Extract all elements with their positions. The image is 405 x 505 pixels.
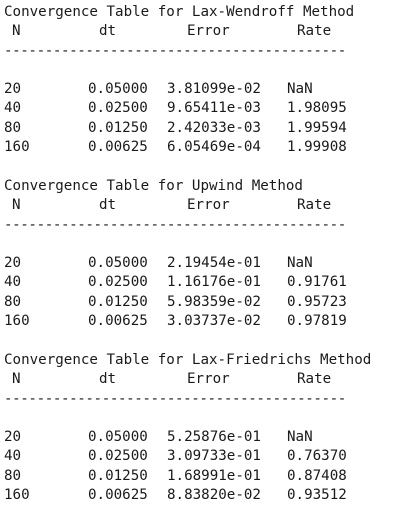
table-row: 40 0.02500 9.65411e-03 1.98095: [4, 99, 402, 118]
cell-rate: 0.87408: [287, 467, 347, 484]
cell-error: 1.16176e-01: [167, 274, 261, 291]
table-row: 80 0.01250 1.68991e-01 0.87408: [4, 467, 402, 486]
table-divider: ----------------------------------------…: [4, 42, 346, 59]
cell-n: 40: [4, 448, 22, 465]
cell-n: 160: [4, 313, 30, 330]
header-dt: dt: [99, 197, 117, 214]
cell-error: 5.25876e-01: [167, 429, 261, 446]
cell-dt: 0.02500: [88, 448, 148, 465]
cell-dt: 0.01250: [88, 467, 148, 484]
convergence-table-lax-friedrichs: Convergence Table for Lax-Friedrichs Met…: [4, 351, 402, 505]
cell-rate: 0.91761: [287, 274, 347, 291]
table-header: N dt Error Rate: [4, 196, 402, 215]
cell-rate: 0.76370: [287, 448, 347, 465]
cell-n: 160: [4, 487, 30, 504]
cell-dt: 0.00625: [88, 313, 148, 330]
table-row: 80 0.01250 2.42033e-03 1.99594: [4, 119, 402, 138]
table-title: Convergence Table for Lax-Friedrichs Met…: [4, 351, 372, 368]
cell-dt: 0.01250: [88, 119, 148, 136]
header-rate: Rate: [297, 197, 332, 214]
header-rate: Rate: [297, 23, 332, 40]
blank-line: [4, 331, 402, 351]
header-dt: dt: [99, 23, 117, 40]
cell-dt: 0.01250: [88, 293, 148, 310]
blank-line: [4, 235, 402, 254]
table-row: 20 0.05000 3.81099e-02 NaN: [4, 80, 402, 99]
cell-rate: NaN: [287, 429, 313, 446]
header-n: N: [12, 23, 21, 40]
cell-dt: 0.05000: [88, 255, 148, 272]
console-output: Convergence Table for Lax-Wendroff Metho…: [4, 3, 402, 505]
header-n: N: [12, 371, 21, 388]
convergence-table-upwind: Convergence Table for Upwind Method N dt…: [4, 177, 402, 331]
cell-dt: 0.05000: [88, 429, 148, 446]
header-rate: Rate: [297, 371, 332, 388]
blank-line: [4, 157, 402, 177]
table-row: 160 0.00625 6.05469e-04 1.99908: [4, 138, 402, 157]
cell-dt: 0.05000: [88, 81, 148, 98]
cell-n: 20: [4, 429, 22, 446]
cell-error: 3.09733e-01: [167, 448, 261, 465]
cell-n: 80: [4, 119, 22, 136]
convergence-table-lax-wendroff: Convergence Table for Lax-Wendroff Metho…: [4, 3, 402, 157]
cell-dt: 0.00625: [88, 487, 148, 504]
table-row: 160 0.00625 3.03737e-02 0.97819: [4, 312, 402, 331]
cell-error: 3.81099e-02: [167, 81, 261, 98]
header-n: N: [12, 197, 21, 214]
cell-n: 80: [4, 293, 22, 310]
table-row: 20 0.05000 2.19454e-01 NaN: [4, 254, 402, 273]
table-row: 40 0.02500 1.16176e-01 0.91761: [4, 273, 402, 292]
table-row: 20 0.05000 5.25876e-01 NaN: [4, 428, 402, 447]
cell-n: 20: [4, 255, 22, 272]
cell-rate: 0.95723: [287, 293, 347, 310]
cell-error: 2.42033e-03: [167, 119, 261, 136]
cell-dt: 0.02500: [88, 274, 148, 291]
table-title: Convergence Table for Lax-Wendroff Metho…: [4, 4, 355, 20]
cell-rate: 1.98095: [287, 100, 347, 117]
cell-rate: NaN: [287, 81, 313, 98]
table-row: 160 0.00625 8.83820e-02 0.93512: [4, 486, 402, 505]
table-row: 40 0.02500 3.09733e-01 0.76370: [4, 447, 402, 466]
table-header: N dt Error Rate: [4, 22, 402, 41]
cell-dt: 0.00625: [88, 139, 148, 156]
cell-rate: 1.99908: [287, 139, 347, 156]
cell-error: 3.03737e-02: [167, 313, 261, 330]
cell-n: 80: [4, 467, 22, 484]
cell-rate: 1.99594: [287, 119, 347, 136]
blank-line: [4, 61, 402, 80]
cell-error: 8.83820e-02: [167, 487, 261, 504]
header-error: Error: [187, 371, 230, 388]
table-divider: ----------------------------------------…: [4, 390, 346, 407]
table-row: 80 0.01250 5.98359e-02 0.95723: [4, 293, 402, 312]
cell-n: 40: [4, 274, 22, 291]
cell-error: 9.65411e-03: [167, 100, 261, 117]
table-header: N dt Error Rate: [4, 370, 402, 389]
cell-rate: NaN: [287, 255, 313, 272]
table-title: Convergence Table for Upwind Method: [4, 177, 303, 194]
cell-rate: 0.93512: [287, 487, 347, 504]
blank-line: [4, 409, 402, 428]
cell-error: 2.19454e-01: [167, 255, 261, 272]
cell-n: 40: [4, 100, 22, 117]
cell-rate: 0.97819: [287, 313, 347, 330]
cell-dt: 0.02500: [88, 100, 148, 117]
table-divider: ----------------------------------------…: [4, 216, 346, 233]
cell-error: 1.68991e-01: [167, 467, 261, 484]
cell-n: 160: [4, 139, 30, 156]
cell-error: 6.05469e-04: [167, 139, 261, 156]
header-dt: dt: [99, 371, 117, 388]
cell-error: 5.98359e-02: [167, 293, 261, 310]
header-error: Error: [187, 197, 230, 214]
header-error: Error: [187, 23, 230, 40]
cell-n: 20: [4, 81, 22, 98]
